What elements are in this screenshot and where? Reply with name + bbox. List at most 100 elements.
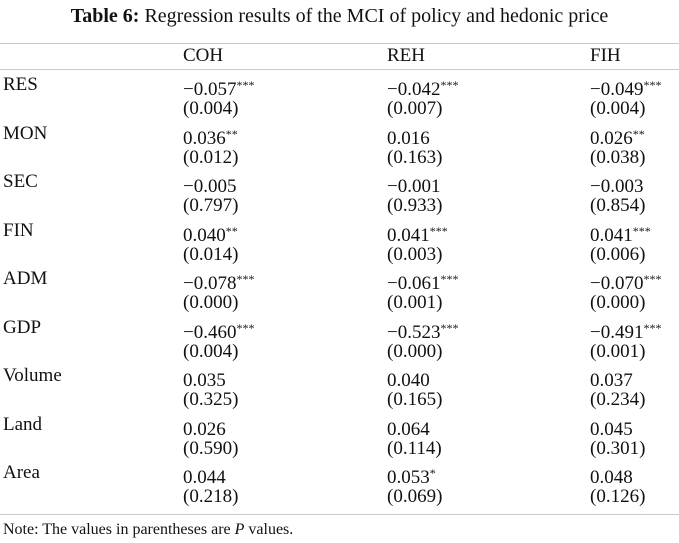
coefficient-cell: 0.041***: [590, 219, 651, 248]
coefficient-value: 0.035: [183, 370, 226, 391]
coefficient-cell: 0.040**: [183, 219, 238, 248]
coefficient-cell: 0.064: [387, 413, 430, 442]
coefficient-value: 0.040: [387, 370, 430, 391]
significance-stars: ***: [440, 78, 459, 92]
p-value-cell: (0.797): [183, 195, 239, 217]
significance-stars: **: [225, 223, 238, 238]
coefficient-value: −0.003: [590, 176, 644, 197]
row-label-sec: SEC: [3, 171, 38, 192]
coefficient-cell: −0.001: [387, 170, 440, 199]
coefficient-value: −0.061: [387, 273, 441, 294]
p-value-cell: (0.590): [183, 437, 239, 459]
p-value-cell: (0.038): [590, 146, 646, 168]
coefficient-cell: 0.037: [590, 364, 633, 393]
p-value-cell: (0.007): [387, 98, 443, 120]
p-value-cell: (0.001): [387, 292, 443, 314]
p-value-cell: (0.301): [590, 437, 646, 459]
coefficient-cell: 0.045: [590, 413, 633, 442]
coefficient-cell: 0.036**: [183, 122, 238, 151]
coefficient-cell: 0.041***: [387, 219, 448, 248]
coefficient-cell: 0.035: [183, 364, 226, 393]
p-value-cell: (0.012): [183, 146, 239, 168]
coefficient-cell: 0.053*: [387, 461, 436, 490]
coefficient-value: 0.044: [183, 467, 226, 488]
column-header-fih: FIH: [590, 45, 621, 66]
significance-stars: **: [632, 126, 645, 141]
coefficient-value: −0.001: [387, 176, 441, 197]
coefficient-value: 0.016: [387, 127, 430, 149]
p-value-cell: (0.003): [387, 243, 443, 265]
bottom-rule: [0, 514, 679, 515]
significance-stars: ***: [643, 320, 662, 335]
coefficient-value: −0.523: [387, 321, 441, 343]
coefficient-value: −0.070: [590, 273, 644, 294]
table-title: Table 6: Regression results of the MCI o…: [0, 5, 679, 28]
significance-stars: ***: [236, 272, 255, 286]
p-value-cell: (0.004): [183, 340, 239, 362]
p-value-cell: (0.126): [590, 486, 646, 508]
coefficient-cell: −0.042***: [387, 73, 458, 102]
column-header-coh: COH: [183, 45, 224, 66]
p-value-cell: (0.004): [183, 98, 239, 120]
column-header-reh: REH: [387, 45, 425, 66]
p-value-cell: (0.014): [183, 243, 239, 265]
coefficient-cell: −0.049***: [590, 73, 661, 102]
p-value-cell: (0.163): [387, 146, 443, 168]
coefficient-cell: 0.040: [387, 364, 430, 393]
row-label-adm: ADM: [3, 268, 48, 289]
coefficient-value: 0.040: [183, 224, 226, 246]
coefficient-value: 0.036: [183, 127, 226, 149]
row-label-area: Area: [3, 462, 40, 483]
coefficient-value: −0.460: [183, 321, 237, 343]
coefficient-value: −0.057: [183, 79, 237, 100]
top-rule: [0, 43, 679, 44]
p-value-cell: (0.000): [387, 340, 443, 362]
significance-stars: ***: [236, 320, 255, 335]
significance-stars: *: [429, 466, 436, 480]
coefficient-cell: 0.026: [183, 413, 226, 442]
p-value-cell: (0.004): [590, 98, 646, 120]
p-value-cell: (0.325): [183, 389, 239, 411]
coefficient-cell: −0.061***: [387, 267, 458, 296]
p-value-cell: (0.234): [590, 389, 646, 411]
coefficient-value: 0.041: [590, 224, 633, 246]
significance-stars: ***: [643, 272, 662, 286]
row-label-fin: FIN: [3, 219, 34, 241]
coefficient-cell: −0.078***: [183, 267, 254, 296]
coefficient-value: −0.049: [590, 79, 644, 100]
significance-stars: ***: [440, 272, 459, 286]
p-value-cell: (0.854): [590, 195, 646, 217]
significance-stars: ***: [643, 78, 662, 92]
row-label-mon: MON: [3, 122, 48, 144]
p-value-cell: (0.000): [590, 292, 646, 314]
significance-stars: ***: [429, 223, 448, 238]
coefficient-cell: 0.026**: [590, 122, 645, 151]
coefficient-cell: −0.523***: [387, 316, 458, 345]
p-value-cell: (0.069): [387, 486, 443, 508]
coefficient-value: −0.491: [590, 321, 644, 343]
significance-stars: ***: [632, 223, 651, 238]
significance-stars: **: [225, 126, 238, 141]
coefficient-value: 0.026: [590, 127, 633, 149]
significance-stars: ***: [440, 320, 459, 335]
table-note: Note: The values in parentheses are P va…: [3, 521, 294, 538]
coefficient-value: −0.005: [183, 176, 237, 197]
coefficient-value: 0.041: [387, 224, 430, 246]
p-value-cell: (0.001): [590, 340, 646, 362]
coefficient-value: 0.064: [387, 418, 430, 440]
coefficient-value: 0.048: [590, 467, 633, 488]
table-number: Table 6:: [70, 5, 140, 27]
coefficient-value: 0.053: [387, 467, 430, 488]
coefficient-value: 0.026: [183, 418, 226, 440]
coefficient-cell: −0.003: [590, 170, 643, 199]
coefficient-cell: −0.070***: [590, 267, 661, 296]
p-value-cell: (0.006): [590, 243, 646, 265]
p-value-cell: (0.165): [387, 389, 443, 411]
coefficient-cell: 0.048: [590, 461, 633, 490]
p-value-cell: (0.933): [387, 195, 443, 217]
coefficient-cell: 0.016: [387, 122, 430, 151]
coefficient-cell: 0.044: [183, 461, 226, 490]
row-label-gdp: GDP: [3, 316, 42, 338]
row-label-volume: Volume: [3, 365, 62, 386]
p-value-cell: (0.000): [183, 292, 239, 314]
